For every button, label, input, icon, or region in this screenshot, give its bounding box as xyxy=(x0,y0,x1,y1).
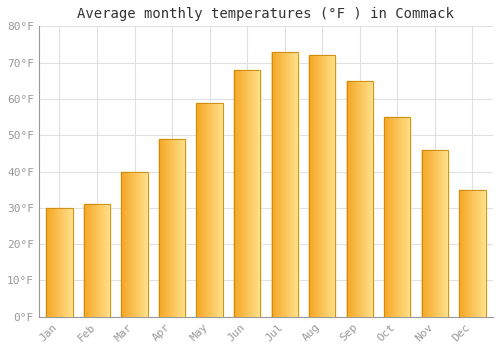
Bar xyxy=(309,55,336,317)
Bar xyxy=(84,204,110,317)
Bar xyxy=(159,139,185,317)
Bar xyxy=(422,150,448,317)
Title: Average monthly temperatures (°F ) in Commack: Average monthly temperatures (°F ) in Co… xyxy=(78,7,454,21)
Bar xyxy=(460,190,485,317)
Bar xyxy=(272,52,298,317)
Bar xyxy=(346,81,373,317)
Bar xyxy=(234,70,260,317)
Bar xyxy=(196,103,223,317)
Bar xyxy=(122,172,148,317)
Bar xyxy=(46,208,72,317)
Bar xyxy=(384,117,410,317)
